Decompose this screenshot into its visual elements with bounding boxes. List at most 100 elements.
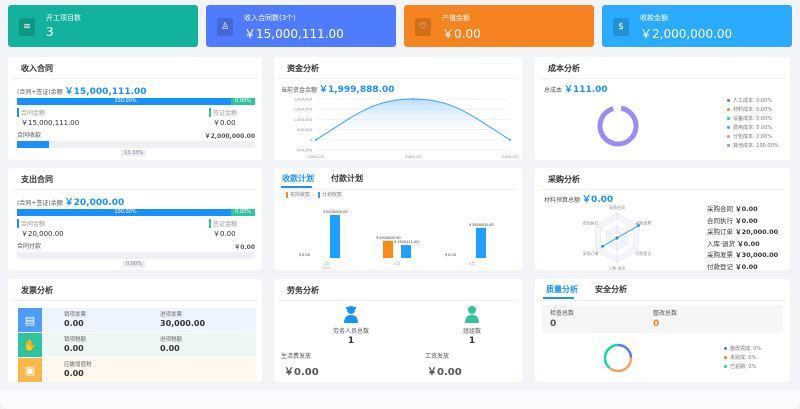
balance-value: ￥20,000.00 [64,198,125,208]
legend-dot-icon [727,117,730,120]
bar-label: ￥5000000.00 [322,210,348,214]
wage-value: ￥0.00 [427,367,462,378]
x-tick-label: 2024-01 [308,154,324,159]
quality-analysis-panel: 质量分析 安全分析 检查总数 0 整改总数 0 整改完成: 0% 未完成: 0% 已… [535,279,790,382]
money-bag-icon: $ [613,18,629,36]
legend-item[interactable]: 费用成本: 0.00% [727,124,779,133]
invoice-value: 0.00 [64,369,84,378]
visa-value: ￥0.00 [213,230,236,238]
tax-hand-icon: ✋ [18,333,42,357]
contract-pct-bar: 100.00% [17,98,234,105]
wage-label: 工资发放 [425,353,450,360]
invoice-value: 30,000.00 [160,319,206,328]
item-value: ￥0.00 [737,239,760,248]
plan-bar-chart: ￥0.00 ￥5000000.00 1月 ￥2000000.00￥1500111.00… [298,210,494,270]
collect-pct: 13.33% [121,150,147,156]
x-tick-label: 2月 [394,261,400,266]
invoice-label: 应缴增值税 [64,362,92,368]
legend-dot-icon [727,135,730,138]
invoice-label: 进项发票 [160,312,183,318]
legend-item[interactable]: 实际收款 [286,191,311,198]
y-tick-label: 1,000,000 [294,118,313,122]
balance-label: (合同+签证)余额 [17,200,63,207]
panel-title: 劳务分析 [278,279,518,301]
stat-card[interactable]: ♙ 收入合同数(3个) ￥15,000,111.00 [206,5,396,47]
data-point [509,138,511,141]
balance-label: 当前资金余额 [281,87,318,94]
bar-label: ￥0.00 [298,253,310,257]
legend-item[interactable]: 其他成本: 100.00% [727,142,779,151]
heart-shield-icon: ♡ [415,18,431,36]
tab-collection-plan[interactable]: 收款计划 [282,174,314,183]
stamp-icon: ♙ [217,18,233,36]
legend-item[interactable]: 整改完成: 0% [724,345,761,354]
radar-axis-label: 采购订单 [583,250,599,256]
balance-label: (合同+签证)余额 [17,89,63,96]
radar-axis-label: 采购发票 [635,219,651,225]
active-tab-indicator [543,297,574,299]
item-value: ￥0.00 [735,216,758,225]
labor-analysis-panel: 劳务分析 劳务人员总数 1 班组数 1 生活费发放 ￥0.00 工资发放 ￥0.… [274,279,522,382]
radar-point [601,244,604,248]
contract-value: ￥15,000,111.00 [21,119,80,127]
balance-value: ￥15,000,111.00 [64,87,147,97]
item-label: 合同执行 [707,216,733,225]
legend-label: 实际收款 [290,192,311,198]
tab-safety[interactable]: 安全分析 [595,285,627,294]
item-value: ￥0.00 [735,262,758,271]
legend-item[interactable]: 计划收款 [318,191,342,198]
income-contract-panel: 收入合同 (合同+签证)余额 ￥15,000,111.00 100.00% 0.… [8,57,262,160]
active-tab-indicator [281,186,312,188]
legend-dot-icon [727,126,730,129]
item-label: 采购合同 [707,205,733,213]
legend-item[interactable]: 已逾期: 0% [724,363,761,372]
panel-title: 发票分析 [12,279,258,301]
legend-item[interactable]: 未完成: 0% [724,354,761,363]
legend-item[interactable]: 分包成本: 0.00% [727,133,779,142]
contract-label: 合同金额 [17,219,45,228]
worker-icon [344,306,358,323]
pay-pct: 0.00% [123,261,145,267]
tab-payment-plan[interactable]: 付款计划 [331,174,363,183]
invoice-icon: ▤ [18,308,42,332]
divider [539,300,786,301]
legend-label: 分包成本: 0.00% [733,134,773,140]
panel-title: 资金分析 [278,57,518,79]
stat-card[interactable]: ♡ 产值金额 ￥0.00 [404,5,594,47]
legend-label: 整改完成: 0% [730,346,762,352]
total-value: ￥111.00 [563,85,608,95]
visa-value: ￥0.00 [213,119,236,127]
stat-card[interactable]: ≋ 开工项目数 3 [8,5,198,47]
stat-title: 开工项目数 [46,14,81,22]
radar-axis-label: 付款登记 [635,250,651,256]
stat-card[interactable]: $ 收款金额 ￥2,000,000.00 [602,5,792,47]
total-label: 总成本 [544,87,563,94]
teams-label: 班组数 [462,328,481,335]
y-tick-label: 500,000 [297,128,313,132]
invoice-value: 0.00 [64,319,84,328]
visa-pct-bar: 0.00% [231,209,255,216]
tab-quality[interactable]: 质量分析 [546,285,578,294]
contract-label: 合同金额 [17,108,45,117]
legend-item[interactable]: 材料成本: 0.00% [727,106,779,115]
bar-label: ￥3500000.00 [468,223,494,227]
invoice-label: 销项税额 [64,337,87,343]
stat-title: 收款金额 [640,14,668,22]
collect-progress-track [17,141,255,148]
legend-item[interactable]: 人工成本: 0.00% [727,97,779,106]
teams-value: 1 [468,336,476,346]
item-label: 付款登记 [707,262,733,271]
legend-dot-icon [724,347,727,350]
item-label: 入库·退货 [707,239,736,248]
x-tick-label: 3月 [469,261,475,266]
layers-icon: ≋ [19,18,35,36]
legend-label: 人工成本: 0.00% [733,98,773,104]
purchase-item: 付款登记 ￥0.00 [707,262,778,274]
legend-dot-icon [724,365,727,368]
bar-label: ￥0.00 [444,253,456,257]
purchase-item: 采购合同 ￥0.00 [707,204,778,216]
bar [476,227,486,258]
living-label: 生活费发放 [281,353,312,360]
legend-item[interactable]: 设备成本: 0.00% [727,115,779,124]
